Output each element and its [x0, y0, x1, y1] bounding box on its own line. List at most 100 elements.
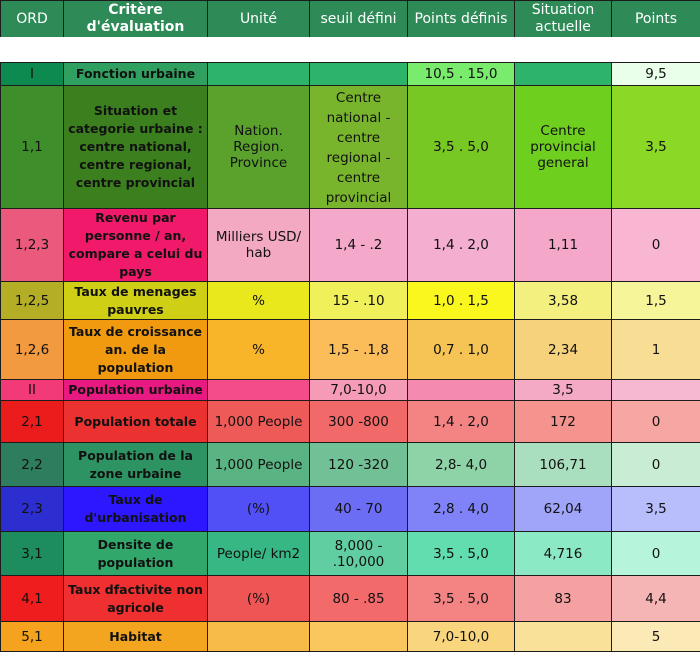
- unite-cell: 1,000 People: [208, 401, 310, 443]
- points-definis-cell: 2,8- 4,0: [408, 443, 515, 487]
- ord-cell: 2,3: [1, 487, 64, 532]
- points-cell: 3,5: [612, 487, 700, 532]
- points-definis-cell: 1,0 . 1,5: [408, 282, 515, 320]
- unite-cell: %: [208, 320, 310, 380]
- points-definis-cell: 3,5 . 5,0: [408, 532, 515, 576]
- situation-cell: [515, 622, 612, 652]
- unite-cell: [208, 380, 310, 401]
- ord-cell: 2,1: [1, 401, 64, 443]
- header-row: ORD Critère d'évaluation Unité seuil déf…: [1, 1, 700, 38]
- critere-cell: Taux de croissance an. de la population: [64, 320, 208, 380]
- ord-cell: I: [1, 63, 64, 86]
- unite-cell: (%): [208, 576, 310, 622]
- header-unite: Unité: [208, 1, 310, 38]
- seuil-cell: 80 - .85: [310, 576, 408, 622]
- ord-cell: 1,2,5: [1, 282, 64, 320]
- critere-cell: Population totale: [64, 401, 208, 443]
- points-cell: 4,4: [612, 576, 700, 622]
- seuil-cell: 1,4 - .2: [310, 209, 408, 282]
- points-definis-cell: 10,5 . 15,0: [408, 63, 515, 86]
- situation-cell: 1,11: [515, 209, 612, 282]
- critere-cell: Population de la zone urbaine: [64, 443, 208, 487]
- points-definis-cell: 3,5 . 5,0: [408, 576, 515, 622]
- seuil-cell: Centre national - centre regional - cent…: [310, 86, 408, 209]
- seuil-cell: 1,5 - .1,8: [310, 320, 408, 380]
- header-situation: Situation actuelle: [515, 1, 612, 38]
- header-points-definis: Points définis: [408, 1, 515, 38]
- unite-cell: [208, 622, 310, 652]
- points-definis-cell: 1,4 . 2,0: [408, 209, 515, 282]
- seuil-cell: 300 -800: [310, 401, 408, 443]
- points-cell: 5: [612, 622, 700, 652]
- seuil-cell: 7,0-10,0: [310, 380, 408, 401]
- unite-cell: %: [208, 282, 310, 320]
- seuil-cell: 120 -320: [310, 443, 408, 487]
- evaluation-sheet: ORD Critère d'évaluation Unité seuil déf…: [0, 0, 700, 633]
- critere-cell: Taux dfactivite non agricole: [64, 576, 208, 622]
- header-critere: Critère d'évaluation: [64, 1, 208, 38]
- situation-cell: 4,716: [515, 532, 612, 576]
- seuil-cell: [310, 63, 408, 86]
- header-points: Points: [612, 1, 700, 38]
- unite-cell: (%): [208, 487, 310, 532]
- points-cell: 0: [612, 401, 700, 443]
- points-cell: [612, 380, 700, 401]
- situation-cell: 3,5: [515, 380, 612, 401]
- header-ord: ORD: [1, 1, 64, 38]
- unite-cell: 1,000 People: [208, 443, 310, 487]
- situation-cell: 106,71: [515, 443, 612, 487]
- ord-cell: 2,2: [1, 443, 64, 487]
- spacer: [0, 37, 700, 62]
- header-table: ORD Critère d'évaluation Unité seuil déf…: [0, 0, 700, 38]
- seuil-cell: 40 - 70: [310, 487, 408, 532]
- unite-cell: Milliers USD/ hab: [208, 209, 310, 282]
- unite-cell: [208, 63, 310, 86]
- points-definis-cell: 2,8 . 4,0: [408, 487, 515, 532]
- points-cell: 1: [612, 320, 700, 380]
- ord-cell: 3,1: [1, 532, 64, 576]
- critere-cell: Situation et categorie urbaine : centre …: [64, 86, 208, 209]
- ord-cell: II: [1, 380, 64, 401]
- critere-cell: Densite de population: [64, 532, 208, 576]
- seuil-cell: [310, 622, 408, 652]
- seuil-cell: 15 - .10: [310, 282, 408, 320]
- critere-cell: Taux de menages pauvres: [64, 282, 208, 320]
- ord-cell: 1,2,6: [1, 320, 64, 380]
- points-definis-cell: 0,7 . 1,0: [408, 320, 515, 380]
- header-seuil: seuil défini: [310, 1, 408, 38]
- critere-cell: Habitat: [64, 622, 208, 652]
- critere-cell: Fonction urbaine: [64, 63, 208, 86]
- points-cell: 1,5: [612, 282, 700, 320]
- points-cell: 9,5: [612, 63, 700, 86]
- points-cell: 0: [612, 532, 700, 576]
- seuil-cell: 8,000 - .10,000: [310, 532, 408, 576]
- unite-cell: People/ km2: [208, 532, 310, 576]
- critere-cell: Revenu par personne / an, compare a celu…: [64, 209, 208, 282]
- situation-cell: 62,04: [515, 487, 612, 532]
- ord-cell: 1,2,3: [1, 209, 64, 282]
- situation-cell: 83: [515, 576, 612, 622]
- points-definis-cell: [408, 380, 515, 401]
- situation-cell: [515, 63, 612, 86]
- points-definis-cell: 7,0-10,0: [408, 622, 515, 652]
- ord-cell: 1,1: [1, 86, 64, 209]
- situation-cell: 2,34: [515, 320, 612, 380]
- points-cell: 3,5: [612, 86, 700, 209]
- situation-cell: 3,58: [515, 282, 612, 320]
- ord-cell: 5,1: [1, 622, 64, 652]
- unite-cell: Nation. Region. Province: [208, 86, 310, 209]
- situation-cell: Centre provincial general: [515, 86, 612, 209]
- critere-cell: Population urbaine: [64, 380, 208, 401]
